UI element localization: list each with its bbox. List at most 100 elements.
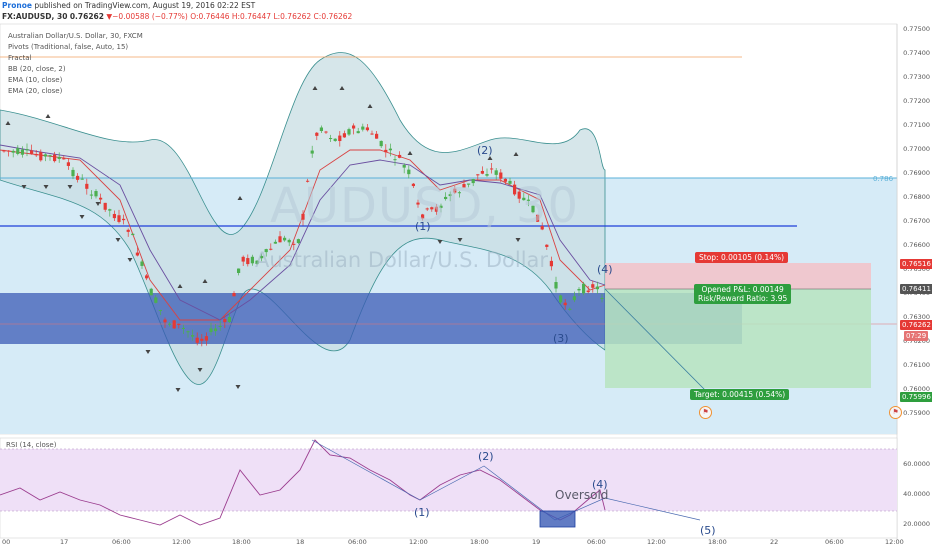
wave-label-1: (1) [415,220,431,233]
time-tick: 19 [532,538,541,546]
watermark-name: Australian Dollar/U.S. Dollar [255,248,549,272]
candle-body [407,169,411,175]
stop-label[interactable]: Stop: 0.00105 (0.14%) [695,252,789,263]
candle-body [80,178,84,180]
candle-body [490,168,494,170]
candle-body [122,218,126,221]
candle-body [296,239,300,244]
fractal-marker [237,196,243,200]
candle-body [453,188,457,193]
candle-body [448,194,452,197]
target-zone [605,289,871,388]
stop-price-tag: 0.76516 [900,259,932,269]
rsi-wave-2: (2) [478,450,494,463]
publish-text: published on TradingView.com, August 19,… [34,1,256,10]
time-tick: 17 [60,538,69,546]
target-label[interactable]: Target: 0.00415 (0.54%) [690,389,790,400]
candle-body [352,125,356,129]
time-tick: 06:00 [112,538,131,546]
candle-body [393,159,397,161]
fractal-marker [95,202,101,206]
candle-body [370,133,374,135]
ohlc-values: O:0.76446 H:0.76447 L:0.76262 C:0.76262 [190,12,353,21]
candle-body [269,248,273,250]
candle-body [200,338,204,341]
price-tick: 0.76800 [903,193,930,201]
candle-body [591,284,595,288]
candle-body [264,249,268,253]
candle-body [287,239,291,243]
candle-body [545,244,549,247]
candle-body [411,183,415,187]
candle-body [117,215,121,222]
last-price: 0.76262 [69,12,104,21]
fractal-marker [45,114,51,118]
candle-body [582,283,586,294]
fractal-marker [175,388,181,392]
price-tick: 0.77500 [903,25,930,33]
candle-body [57,156,61,159]
author-link[interactable]: Pronoe [2,1,32,10]
price-tick: 0.77100 [903,121,930,129]
candle-body [476,174,480,176]
news-flag-icon[interactable]: ⚑ [889,406,902,419]
candle-body [398,154,402,158]
candle-body [48,155,52,157]
time-tick: 12:00 [647,538,666,546]
candle-body [172,320,176,329]
candle-body [260,255,264,259]
countdown-tag: 07:29 [904,331,929,341]
legend-main[interactable]: Australian Dollar/U.S. Dollar, 30, FXCM [8,32,143,40]
candle-body [16,148,20,154]
candle-body [494,170,498,175]
projection-line [604,288,706,391]
rr-label: Risk/Reward Ratio: 3.95 [698,294,788,303]
candle-body [154,297,158,303]
candle-body [517,191,521,199]
candle-body [310,150,314,154]
time-tick: 18:00 [470,538,489,546]
fractal-marker [67,185,73,189]
rsi-trendline [311,439,701,521]
legend-pivots[interactable]: Pivots (Traditional, false, Auto, 15) [8,43,129,51]
candle-body [402,165,406,168]
candle-body [103,202,107,210]
candle-body [278,236,282,243]
publish-info: Pronoe published on TradingView.com, Aug… [2,1,255,10]
legend-ema10[interactable]: EMA (10, close) [8,76,63,84]
candle-body [342,133,346,138]
candle-body [227,316,231,322]
legend-ema20[interactable]: EMA (20, close) [8,87,63,95]
last-price-tag: 0.76262 [900,320,932,330]
pnl-box[interactable]: Opened P&L: 0.00149 Risk/Reward Ratio: 3… [694,284,792,304]
fractal-marker [235,385,241,389]
candle-body [20,149,24,155]
candle-body [283,237,287,241]
candle-body [347,129,351,135]
symbol-name[interactable]: FX:AUDUSD, 30 [2,12,68,21]
wave-label-3: (3) [553,332,569,345]
rsi-tick: 40.0000 [903,490,930,498]
price-tick: 0.77000 [903,145,930,153]
ema-20-line [0,144,606,321]
price-tick: 0.77400 [903,49,930,57]
legend-fractal[interactable]: Fractal [8,54,32,62]
candle-body [439,205,443,208]
candlestick-series [2,123,604,347]
candle-body [329,138,333,140]
fractal-marker [407,151,413,155]
candle-body [204,336,208,341]
candle-body [181,327,185,329]
time-tick: 18:00 [708,538,727,546]
news-flag-icon[interactable]: ⚑ [699,406,712,419]
candle-body [526,199,530,201]
rsi-title[interactable]: RSI (14, close) [6,441,57,449]
price-tick: 0.75900 [903,409,930,417]
legend-bb[interactable]: BB (20, close, 2) [8,65,66,73]
candle-body [554,282,558,289]
candle-body [421,214,425,219]
time-tick: 18 [296,538,305,546]
candle-body [135,252,139,256]
candle-body [145,275,149,279]
